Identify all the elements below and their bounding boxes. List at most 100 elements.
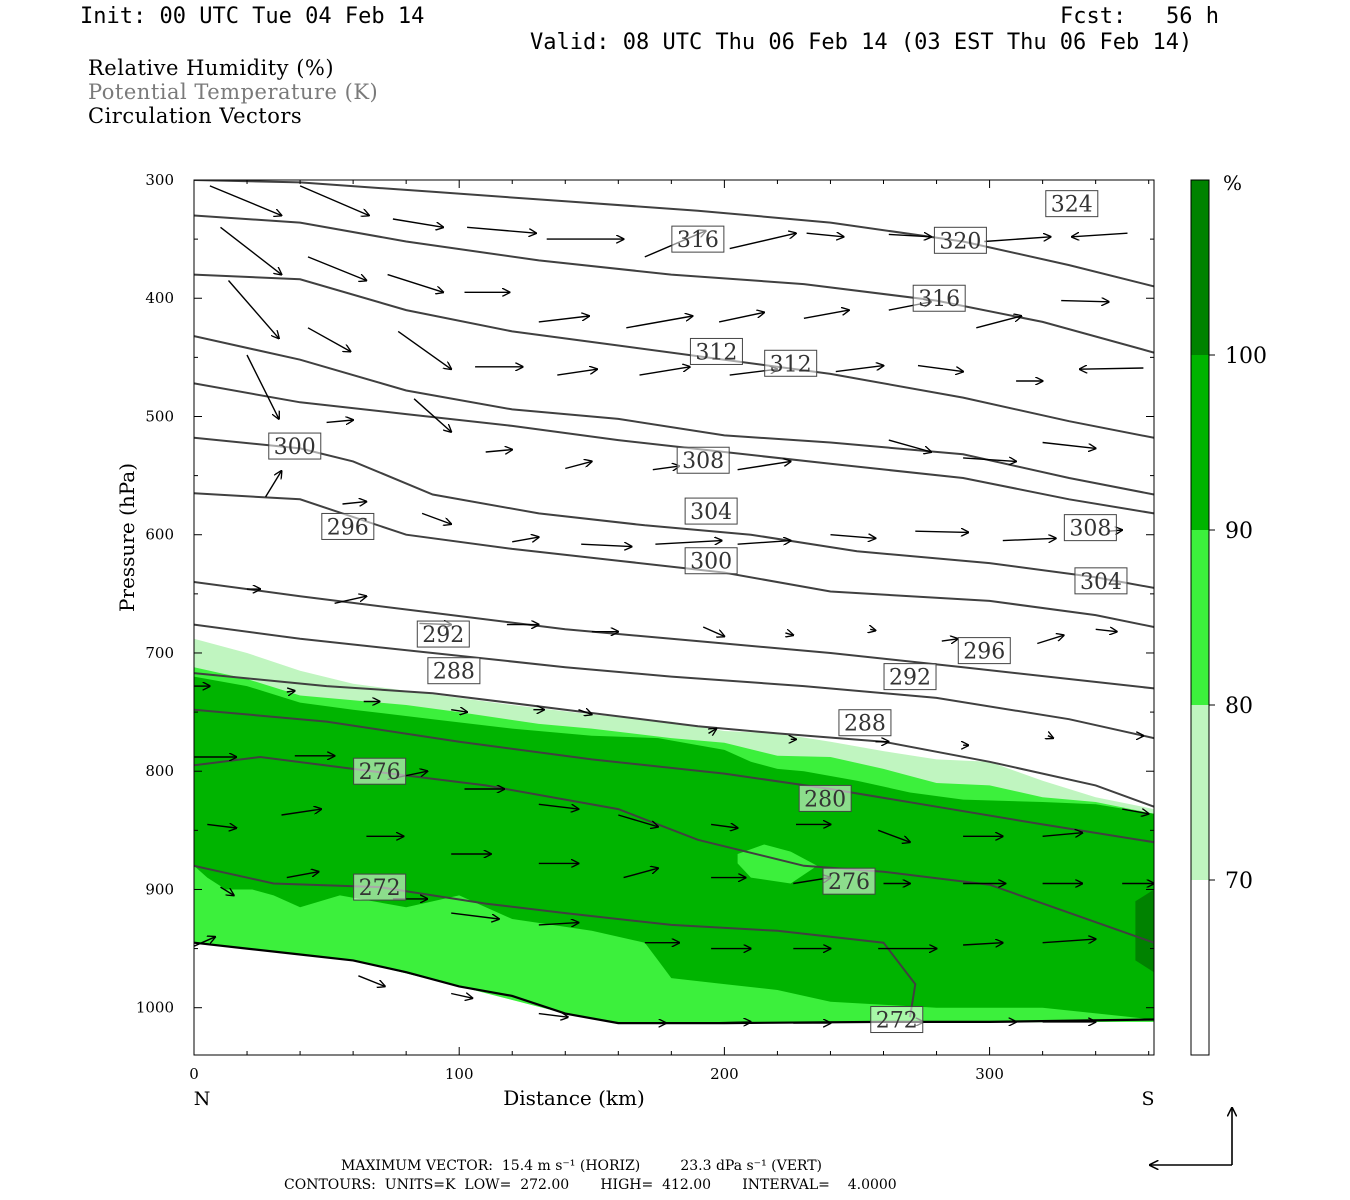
contour-label-box	[1063, 514, 1117, 542]
circulation-vector	[209, 185, 282, 216]
contour-label: 292	[416, 620, 470, 648]
contour-label: 304	[1074, 567, 1128, 595]
colorbar-segment	[1191, 355, 1209, 530]
circulation-vector	[392, 218, 443, 227]
contour-label-box	[870, 1006, 924, 1034]
circulation-vector	[538, 1014, 568, 1018]
contour-label-box	[957, 637, 1011, 665]
circulation-vector	[538, 316, 589, 323]
circulation-vector	[1122, 809, 1149, 814]
circulation-vector	[1072, 233, 1128, 237]
contour-label: 308	[676, 446, 730, 474]
circulation-vector	[299, 185, 369, 216]
contour-label-box	[353, 757, 407, 785]
contour-label: 312	[764, 349, 818, 377]
circulation-vector	[1048, 736, 1053, 738]
circulation-vector	[915, 531, 968, 532]
y-tick-label: 600	[145, 526, 174, 544]
contour-label-box	[1045, 190, 1099, 218]
contour-label: 300	[268, 432, 322, 460]
y-tick-label: 300	[145, 171, 174, 189]
circulation-vector	[639, 367, 690, 376]
colorbar-segment	[1191, 180, 1209, 355]
contour-label-box	[416, 620, 470, 648]
circulation-vector	[877, 829, 910, 842]
contour-label-box	[798, 784, 852, 812]
circulation-vector	[512, 537, 539, 542]
circulation-vector	[803, 310, 849, 319]
colorbar-unit: %	[1223, 171, 1242, 195]
contour-label-text: 320	[939, 229, 981, 254]
colorbar-segment	[1191, 880, 1209, 1055]
y-tick-label: 500	[145, 407, 174, 425]
circulation-vector	[941, 639, 958, 641]
circulation-vector	[709, 729, 717, 734]
contour-label-text: 316	[918, 287, 960, 312]
contour-label-text: 308	[1069, 517, 1111, 542]
circulation-vector	[737, 461, 791, 471]
circulation-vector	[581, 544, 631, 546]
x-tick-label: 300	[975, 1065, 1004, 1083]
colorbar-segment	[1191, 705, 1209, 880]
circulation-vector	[1002, 538, 1056, 540]
theta-contour-316	[194, 273, 1154, 439]
contour-label-box	[822, 867, 876, 895]
rh-region-90-100	[194, 676, 1154, 1020]
contour-info: CONTOURS: UNITS=K LOW= 272.00 HIGH= 412.…	[284, 1177, 897, 1193]
contour-label-text: 304	[1080, 570, 1122, 595]
circulation-vector	[718, 312, 764, 323]
contour-label-text: 300	[274, 435, 316, 460]
contour-label: 296	[957, 637, 1011, 665]
theta-contour-312	[194, 335, 1154, 496]
circulation-vector	[557, 369, 597, 376]
contour-label-box	[684, 547, 738, 575]
circulation-vector	[1042, 833, 1083, 837]
circulation-vector	[538, 803, 579, 809]
contour-label: 292	[883, 663, 937, 691]
circulation-vector	[888, 439, 931, 452]
circulation-vector	[220, 226, 282, 274]
contour-label-text: 292	[422, 623, 464, 648]
contour-label-text: 280	[804, 787, 846, 812]
circulation-vector	[702, 626, 724, 636]
circulation-vector	[626, 316, 692, 329]
colorbar-label: 90	[1225, 519, 1253, 544]
circulation-vector	[451, 710, 467, 712]
circulation-vector	[963, 458, 1016, 462]
y-tick-label: 1000	[136, 999, 174, 1017]
contour-label: 272	[353, 873, 407, 901]
y-tick-label: 700	[145, 644, 174, 662]
circulation-vector	[358, 975, 385, 987]
theta-contour-324	[194, 180, 1154, 288]
circulation-vector	[413, 398, 451, 432]
contour-label-text: 276	[359, 760, 401, 785]
contour-label-box	[838, 709, 892, 737]
theta-contour-288	[194, 672, 1154, 808]
circulation-vector	[538, 923, 579, 925]
circulation-vector	[711, 824, 738, 828]
theta-contour-272	[194, 864, 917, 1018]
circulation-vector	[1042, 939, 1096, 943]
legend-theta: Potential Temperature (K)	[88, 80, 379, 104]
circulation-vector	[1080, 368, 1144, 369]
theta-contour-308	[194, 382, 1154, 515]
circulation-vector	[451, 994, 472, 999]
circulation-vector	[286, 872, 319, 879]
circulation-vector	[703, 1022, 751, 1023]
y-tick-label: 400	[145, 289, 174, 307]
contour-label: 320	[933, 226, 987, 254]
circulation-vector	[618, 814, 658, 827]
contour-label: 316	[912, 284, 966, 312]
circulation-vector	[265, 471, 282, 498]
circulation-vector	[623, 868, 659, 879]
contour-label: 276	[353, 757, 407, 785]
rh-region-100+	[1135, 889, 1154, 973]
legend-rh: Relative Humidity (%)	[88, 56, 335, 80]
colorbar-segment	[1191, 530, 1209, 705]
contour-label-text: 292	[889, 666, 931, 691]
x-tick-label: 100	[445, 1065, 474, 1083]
contour-label: 304	[684, 497, 738, 525]
contour-label: 288	[427, 657, 481, 685]
contour-label-box	[883, 663, 937, 691]
